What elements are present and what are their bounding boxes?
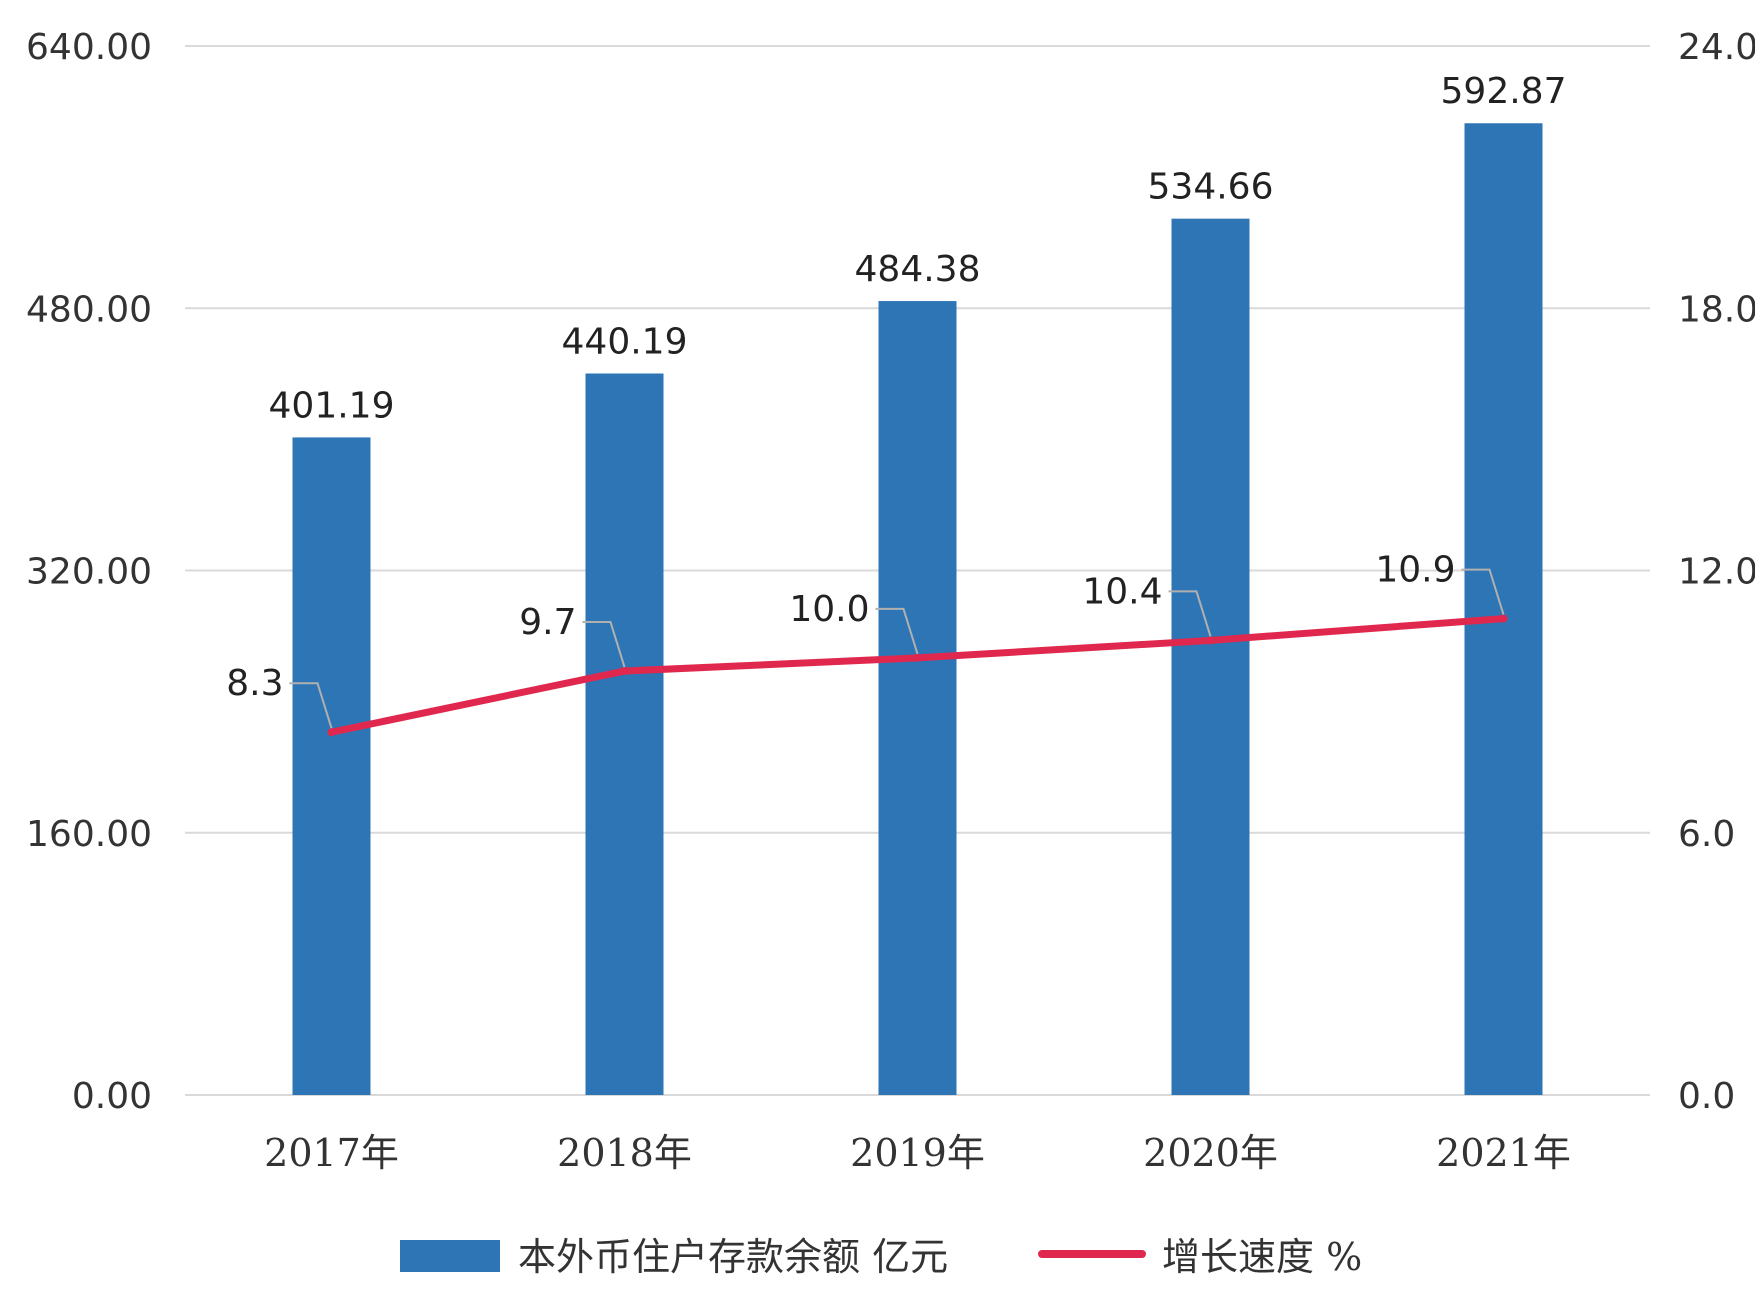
left-axis-tick-label: 480.00 xyxy=(26,289,152,330)
x-axis-tick-label: 2017年 xyxy=(264,1131,399,1175)
x-axis-ticks: 2017年 2018年 2019年 2020年 2021年 xyxy=(264,1131,1571,1175)
right-axis-tick-label: 24.0 xyxy=(1678,27,1755,68)
x-axis-tick-label: 2021年 xyxy=(1436,1131,1571,1175)
line-point xyxy=(913,653,922,662)
leader-line xyxy=(582,621,626,668)
line-data-label: 9.7 xyxy=(519,602,576,643)
line-point xyxy=(620,667,629,676)
line-data-label: 10.9 xyxy=(1375,550,1455,591)
right-axis-tick-label: 12.0 xyxy=(1678,552,1755,593)
line-point xyxy=(1499,614,1508,623)
x-axis-tick-label: 2019年 xyxy=(850,1131,985,1175)
right-axis-ticks: 0.0 6.0 12.0 18.0 24.0 xyxy=(1678,27,1755,1117)
data-labels: 401.19 440.19 484.38 534.66 592.87 8.3 9.7 10.0… xyxy=(226,71,1567,729)
bar-series xyxy=(292,123,1543,1096)
bar xyxy=(1464,123,1543,1095)
bar xyxy=(1171,218,1250,1096)
left-axis-ticks: 0.00 160.00 320.00 480.00 640.00 xyxy=(26,27,152,1117)
x-axis-tick-label: 2018年 xyxy=(557,1131,692,1175)
left-axis-tick-label: 320.00 xyxy=(26,552,152,593)
left-axis-tick-label: 0.00 xyxy=(72,1076,152,1117)
bar xyxy=(292,437,371,1095)
bar-data-label: 592.87 xyxy=(1441,71,1567,112)
left-axis-tick-label: 640.00 xyxy=(26,27,152,68)
right-axis-tick-label: 6.0 xyxy=(1678,814,1735,855)
legend-line-label: 增长速度 % xyxy=(1162,1235,1362,1279)
bar-data-label: 534.66 xyxy=(1148,167,1274,208)
bar xyxy=(878,301,957,1095)
line-data-label: 10.0 xyxy=(789,589,869,630)
right-axis-tick-label: 18.0 xyxy=(1678,289,1755,330)
bar xyxy=(585,373,664,1095)
line-point xyxy=(1206,636,1215,645)
legend: 本外币住户存款余额 亿元 增长速度 % xyxy=(400,1235,1362,1279)
legend-bar-label: 本外币住户存款余额 亿元 xyxy=(518,1235,948,1279)
line-data-label: 10.4 xyxy=(1082,571,1162,612)
leader-line xyxy=(875,607,919,655)
right-axis-tick-label: 0.0 xyxy=(1678,1076,1735,1117)
leader-line xyxy=(1461,568,1505,615)
line-series xyxy=(327,614,1508,737)
bar-data-label: 440.19 xyxy=(562,322,688,363)
x-axis-tick-label: 2020年 xyxy=(1143,1131,1278,1175)
leader-line xyxy=(1168,590,1212,637)
leader-line xyxy=(289,682,333,729)
line-point xyxy=(327,728,336,737)
left-axis-tick-label: 160.00 xyxy=(26,814,152,855)
line-data-label: 8.3 xyxy=(226,663,283,704)
bar-data-label: 401.19 xyxy=(269,385,395,426)
legend-bar-swatch xyxy=(400,1240,500,1272)
bar-data-label: 484.38 xyxy=(855,249,981,290)
